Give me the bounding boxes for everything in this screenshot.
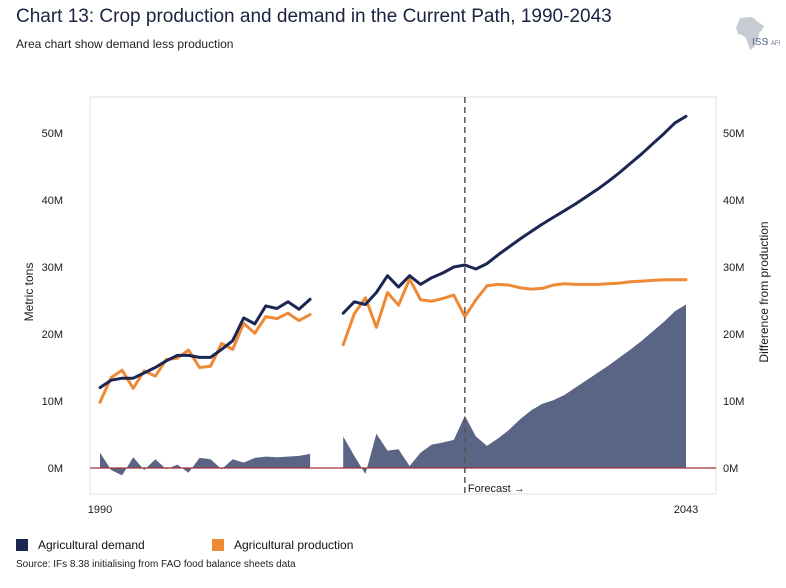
legend-item-production[interactable]: Agricultural production: [212, 537, 353, 553]
difference-area-group: [100, 304, 686, 476]
y-tick-left-label: 30M: [42, 262, 63, 274]
demand-line-segment-2: [341, 114, 688, 315]
africa-map-logo: [736, 17, 768, 50]
iss-logo-text: ISS AFI: [752, 37, 781, 48]
difference-area-segment-2: [343, 304, 686, 474]
y-tick-right-label: 40M: [723, 195, 744, 207]
y-tick-left-label: 40M: [42, 195, 63, 207]
difference-area-segment-1: [100, 452, 311, 476]
y-axis-left-ticks: 0M 10M 20M 30M 40M 50M: [42, 128, 63, 475]
y-axis-right-ticks: 0M 10M 20M 30M 40M 50M: [723, 128, 744, 475]
production-line-segment-1: [98, 311, 312, 404]
y-tick-right-label: 30M: [723, 262, 744, 274]
legend-item-demand[interactable]: Agricultural demand: [16, 537, 145, 553]
y-tick-left-label: 10M: [42, 396, 63, 408]
y-tick-left-label: 50M: [42, 128, 63, 140]
y-tick-left-label: 20M: [42, 329, 63, 341]
demand-line-segment-1: [98, 297, 312, 390]
legend-swatch-demand: [16, 539, 28, 551]
source-note: Source: IFs 8.38 initialising from FAO f…: [16, 559, 296, 570]
production-line-segment-2: [341, 277, 688, 347]
y-axis-title: Metric tons: [22, 263, 36, 322]
y-tick-right-label: 0M: [723, 463, 738, 475]
y-tick-right-label: 50M: [723, 128, 744, 140]
legend-label-demand: Agricultural demand: [38, 538, 145, 552]
legend-swatch-production: [212, 539, 224, 551]
y2-axis-title: Difference from production: [757, 221, 771, 362]
chart-title: Chart 13: Crop production and demand in …: [16, 6, 612, 27]
plot-frame: [89, 96, 717, 495]
chart-subtitle: Area chart show demand less production: [16, 37, 234, 51]
y-tick-right-label: 10M: [723, 396, 744, 408]
y-tick-left-label: 0M: [48, 463, 63, 475]
x-tick-label: 2043: [674, 504, 698, 516]
y-tick-right-label: 20M: [723, 329, 744, 341]
legend-label-production: Agricultural production: [234, 538, 354, 552]
x-axis-ticks: 1990 2043: [88, 504, 698, 516]
series-lines-group: [98, 114, 688, 404]
forecast-label: Forecast →: [468, 483, 525, 495]
x-tick-label: 1990: [88, 504, 112, 516]
